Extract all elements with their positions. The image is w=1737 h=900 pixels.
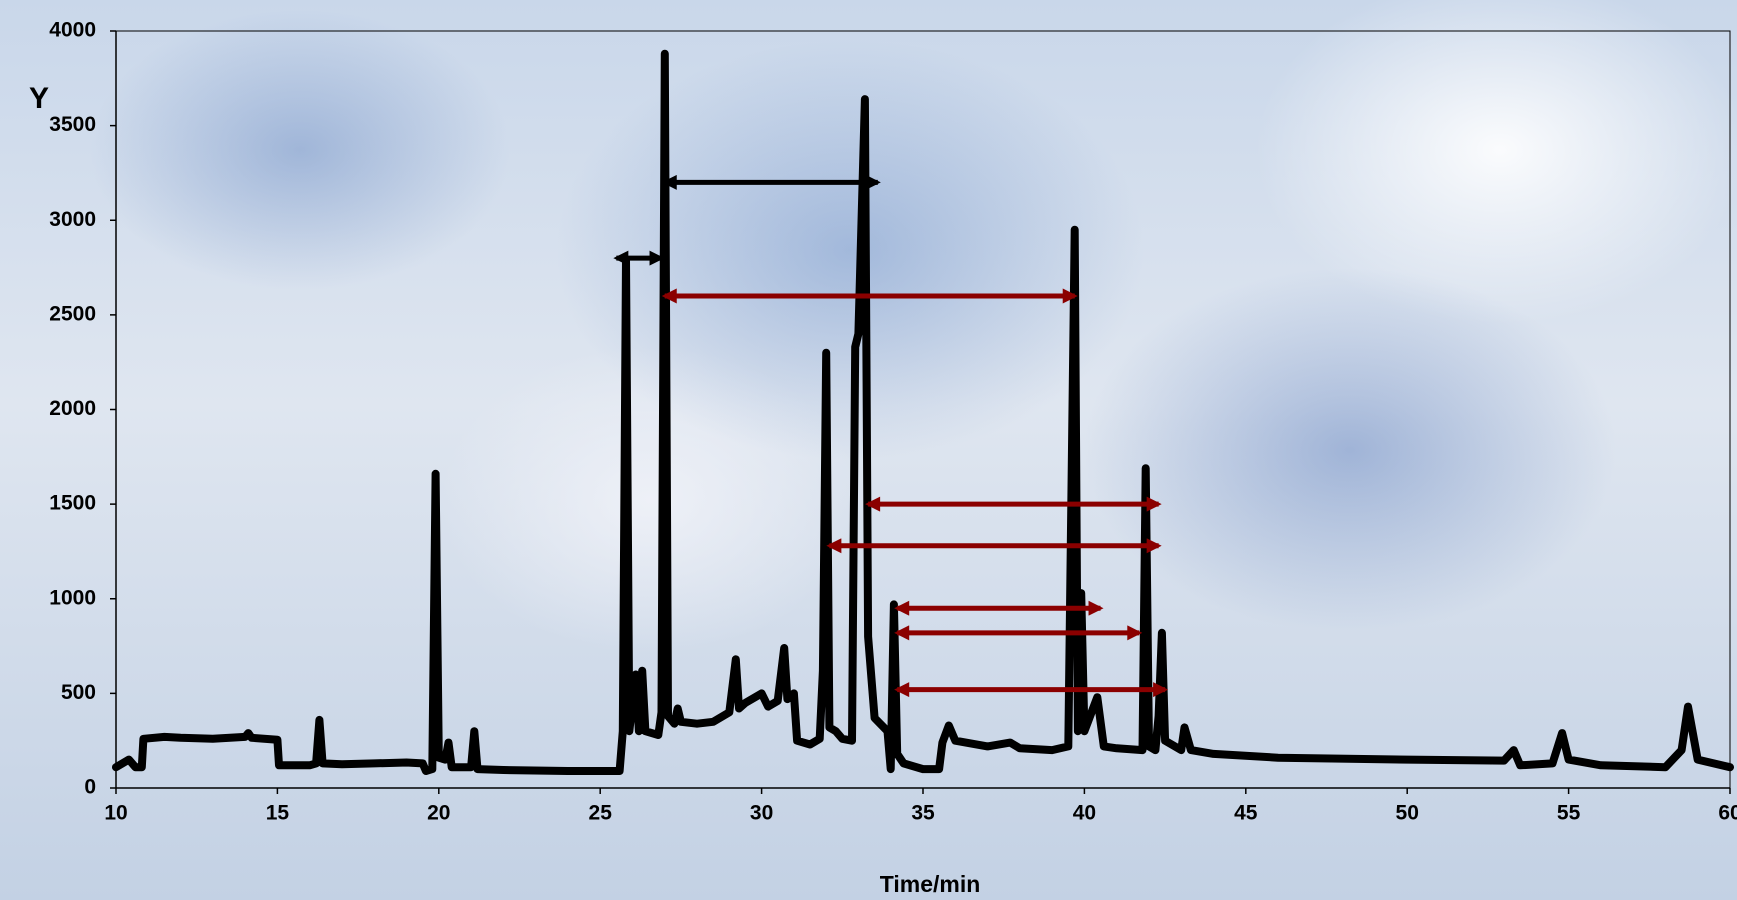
x-axis-title: Time/min [880, 871, 981, 897]
y-axis-title: Y [29, 82, 49, 115]
y-tick-label: 4000 [49, 19, 96, 42]
y-tick-label: 3500 [49, 113, 96, 136]
plot-frame [115, 30, 1731, 789]
y-tick-label: 2500 [49, 302, 96, 325]
y-tick-label: 3000 [49, 208, 96, 231]
x-tick-label: 35 [911, 802, 935, 825]
x-tick-label: 30 [750, 802, 773, 825]
x-tick-label: 45 [1234, 802, 1258, 825]
x-tick-label: 20 [427, 802, 450, 825]
y-tick-label: 500 [61, 681, 96, 704]
y-tick-label: 0 [84, 776, 96, 799]
y-tick-label: 1500 [49, 492, 96, 515]
x-tick-label: 25 [589, 802, 613, 825]
x-tick-label: 60 [1718, 802, 1737, 825]
y-tick-label: 1000 [49, 586, 96, 609]
x-tick-label: 50 [1396, 802, 1419, 825]
x-tick-label: 55 [1557, 802, 1581, 825]
x-tick-label: 15 [266, 802, 290, 825]
x-tick-label: 40 [1073, 802, 1096, 825]
data-line [112, 49, 1734, 775]
x-tick-label: 10 [104, 802, 127, 825]
y-tick-label: 2000 [49, 397, 96, 420]
